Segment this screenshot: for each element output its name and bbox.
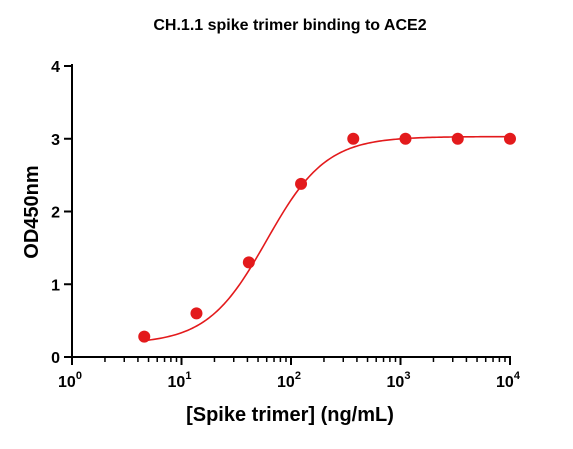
x-tick-label: 101 bbox=[168, 370, 192, 391]
x-tick-exponent: 2 bbox=[295, 370, 301, 382]
y-tick-label: 0 bbox=[51, 350, 60, 367]
y-axis-title: OD450nm bbox=[21, 165, 43, 258]
x-tick-base: 10 bbox=[387, 374, 405, 391]
x-axis-ticks: 100 101 102 103 104 bbox=[58, 357, 521, 391]
data-point bbox=[451, 132, 464, 145]
y-tick-label: 4 bbox=[51, 59, 60, 76]
axes bbox=[71, 64, 511, 358]
data-point bbox=[347, 132, 360, 145]
x-tick-label: 100 bbox=[58, 370, 82, 391]
x-tick-label: 104 bbox=[496, 370, 521, 391]
data-point bbox=[190, 307, 203, 320]
y-tick-label: 3 bbox=[51, 132, 60, 149]
data-point bbox=[504, 132, 516, 145]
chart-title: CH.1.1 spike trimer binding to ACE2 bbox=[153, 17, 426, 34]
x-tick-exponent: 3 bbox=[404, 370, 410, 382]
y-tick-label: 1 bbox=[51, 277, 60, 294]
x-tick-base: 10 bbox=[168, 374, 186, 391]
x-tick-label: 102 bbox=[277, 370, 301, 391]
y-tick-label: 2 bbox=[51, 205, 60, 222]
x-tick-base: 10 bbox=[496, 374, 514, 391]
x-tick-base: 10 bbox=[277, 374, 295, 391]
data-point bbox=[242, 256, 255, 269]
x-tick-label: 103 bbox=[387, 370, 411, 391]
fit-curve bbox=[144, 135, 510, 342]
x-tick-exponent: 0 bbox=[76, 370, 82, 382]
y-axis-ticks: 0 1 2 3 4 bbox=[51, 59, 72, 367]
series-layer bbox=[138, 132, 516, 343]
x-tick-exponent: 4 bbox=[514, 370, 521, 382]
data-point bbox=[295, 177, 308, 190]
x-axis-title: [Spike trimer] (ng/mL) bbox=[186, 404, 394, 426]
data-point bbox=[399, 132, 412, 145]
x-tick-exponent: 1 bbox=[185, 370, 191, 382]
x-tick-base: 10 bbox=[58, 374, 76, 391]
data-point bbox=[138, 330, 151, 343]
